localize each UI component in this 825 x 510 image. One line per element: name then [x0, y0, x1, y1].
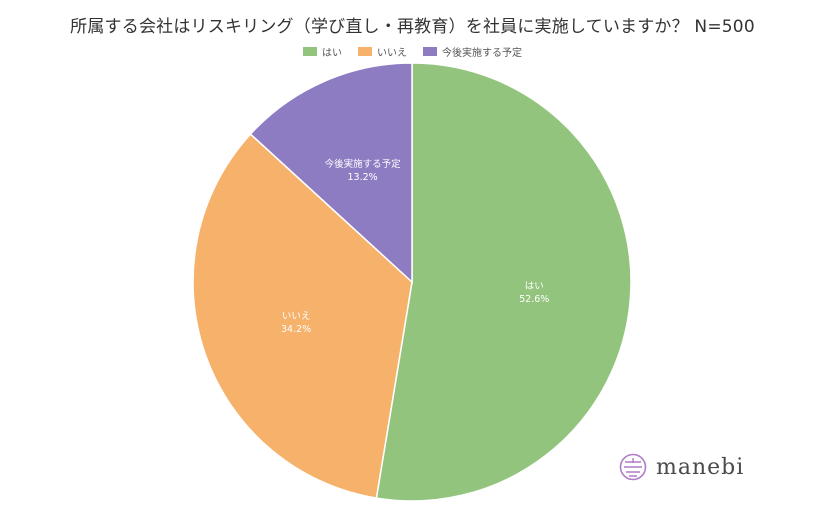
slice-label: はい — [525, 281, 544, 292]
slice-value-label: 52.6% — [519, 294, 549, 305]
slice-label: 今後実施する予定 — [325, 158, 402, 170]
legend-item: 今後実施する予定 — [423, 44, 522, 59]
chart-title: 所属する会社はリスキリング（学び直し・再教育）を社員に実施していますか？ N=5… — [70, 17, 755, 37]
brand-logo: manebi — [618, 452, 744, 482]
legend-swatch — [303, 47, 317, 56]
manebi-logo-icon — [619, 453, 647, 481]
pie-slice — [375, 62, 632, 502]
legend-label: いいえ — [377, 48, 407, 59]
legend-swatch — [358, 47, 372, 56]
pie-slice — [192, 133, 413, 499]
brand-name: manebi — [656, 454, 745, 480]
pie-slice — [249, 62, 413, 284]
legend-label: 今後実施する予定 — [442, 48, 522, 59]
legend-item: はい — [303, 44, 342, 59]
slice-value-label: 34.2% — [281, 324, 311, 335]
slice-value-label: 13.2% — [347, 172, 377, 183]
legend-swatch — [423, 47, 437, 56]
slice-label: いいえ — [282, 311, 311, 322]
legend-label: はい — [322, 48, 342, 59]
legend-item: いいえ — [358, 44, 407, 59]
legend: はい いいえ 今後実施する予定 — [0, 44, 825, 59]
